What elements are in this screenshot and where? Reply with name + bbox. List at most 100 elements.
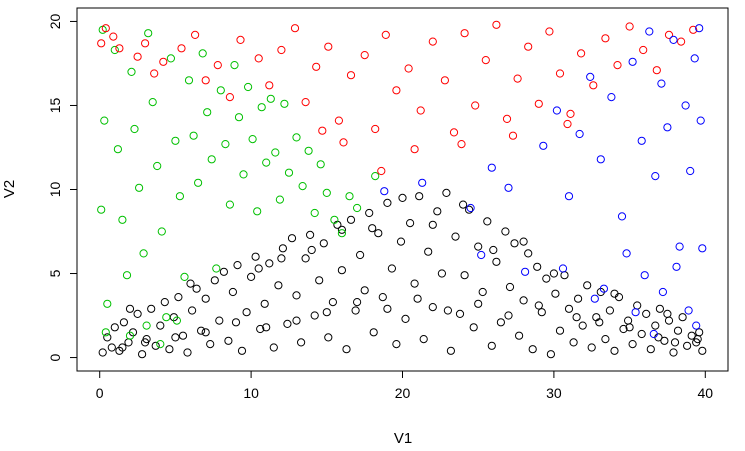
y-tick-label-20: 20 (47, 13, 63, 29)
point-s0-42 (287, 234, 297, 243)
point-s3-30 (599, 284, 609, 293)
point-s1-29 (216, 86, 225, 95)
point-s3-21 (681, 101, 690, 110)
point-s0-155 (125, 304, 135, 313)
point-s2-13 (236, 35, 245, 45)
point-s3-34 (649, 329, 658, 339)
point-s0-41 (283, 319, 292, 328)
point-s0-161 (489, 245, 498, 255)
point-s0-164 (663, 309, 672, 318)
point-s0-169 (519, 237, 528, 246)
point-s0-118 (633, 301, 642, 310)
point-s0-44 (297, 338, 306, 347)
point-s2-15 (265, 81, 274, 90)
point-s0-23 (201, 294, 210, 303)
point-s0-157 (254, 264, 263, 273)
point-s0-83 (474, 242, 483, 251)
x-axis: 0 10 20 30 40 (96, 370, 713, 401)
point-s0-117 (628, 340, 637, 349)
point-s2-38 (524, 42, 533, 51)
point-s2-17 (290, 24, 300, 33)
point-s2-45 (601, 34, 610, 43)
point-s1-39 (262, 158, 271, 167)
point-s0-156 (186, 279, 195, 288)
point-s3-12 (617, 212, 627, 221)
point-s3-37 (558, 264, 568, 273)
point-s0-82 (469, 323, 478, 332)
point-s3-33 (692, 321, 701, 330)
point-s2-27 (404, 64, 413, 73)
point-s0-107 (583, 281, 592, 290)
point-s2-29 (428, 37, 437, 46)
point-s2-49 (652, 66, 661, 75)
point-s0-148 (292, 316, 301, 325)
point-s3-36 (590, 294, 599, 303)
point-s1-18 (166, 54, 175, 63)
point-s0-105 (574, 294, 583, 303)
point-s2-42 (566, 109, 575, 119)
point-s3-27 (672, 262, 681, 271)
point-s0-74 (433, 207, 442, 216)
point-s0-98 (542, 274, 551, 283)
point-s1-40 (266, 94, 275, 103)
point-s0-84 (478, 287, 487, 297)
point-s1-36 (248, 135, 257, 144)
point-s2-53 (410, 145, 419, 154)
point-s3-28 (640, 271, 649, 280)
point-s0-9 (138, 350, 147, 359)
point-s2-39 (534, 99, 543, 108)
point-s0-71 (419, 335, 428, 344)
point-s3-38 (521, 267, 530, 276)
point-s2-35 (492, 20, 501, 29)
point-s0-50 (324, 333, 333, 342)
point-s0-93 (519, 296, 528, 305)
point-s1-13 (144, 29, 153, 38)
point-s2-22 (346, 71, 356, 80)
point-s0-28 (224, 336, 233, 345)
point-s0-89 (501, 227, 510, 236)
y-axis: 0 5 10 15 20 (47, 13, 78, 361)
point-s1-17 (162, 313, 171, 322)
point-s0-45 (301, 254, 310, 263)
point-s0-48 (315, 276, 324, 285)
point-s0-27 (219, 267, 228, 276)
point-s0-130 (687, 331, 696, 340)
point-s0-119 (637, 329, 646, 339)
point-s3-24 (695, 24, 704, 33)
point-s2-28 (416, 106, 425, 115)
point-s2-12 (225, 93, 234, 102)
point-s3-9 (586, 72, 595, 82)
point-s2-16 (277, 45, 286, 55)
x-tick-label-20: 20 (395, 385, 411, 401)
point-s0-145 (383, 304, 392, 313)
point-s1-30 (221, 140, 230, 149)
point-s1-26 (203, 108, 212, 117)
point-s0-168 (277, 254, 286, 263)
point-s0-26 (215, 316, 224, 325)
point-s0-80 (460, 271, 469, 280)
point-s0-85 (483, 217, 492, 226)
point-s1-35 (244, 82, 253, 92)
point-s0-5 (119, 318, 129, 327)
x-tick-label-0: 0 (96, 385, 104, 401)
point-s0-81 (465, 205, 474, 214)
point-s0-35 (256, 324, 265, 334)
point-s0-140 (534, 301, 543, 310)
point-s0-127 (673, 326, 683, 335)
point-s0-133 (698, 346, 707, 355)
point-s1-54 (353, 203, 362, 213)
point-s0-150 (231, 318, 241, 327)
point-s1-23 (189, 131, 198, 140)
point-s0-101 (555, 326, 565, 335)
point-s2-2 (109, 32, 118, 41)
point-s1-52 (337, 229, 346, 238)
point-s2-36 (502, 114, 512, 124)
point-s3-1 (418, 178, 427, 187)
point-s2-31 (449, 128, 459, 137)
point-s0-24 (206, 340, 215, 349)
point-s0-38 (269, 343, 278, 352)
point-s2-40 (545, 27, 554, 36)
point-s0-29 (228, 287, 237, 297)
point-s3-31 (658, 287, 668, 297)
point-s0-6 (124, 338, 133, 347)
